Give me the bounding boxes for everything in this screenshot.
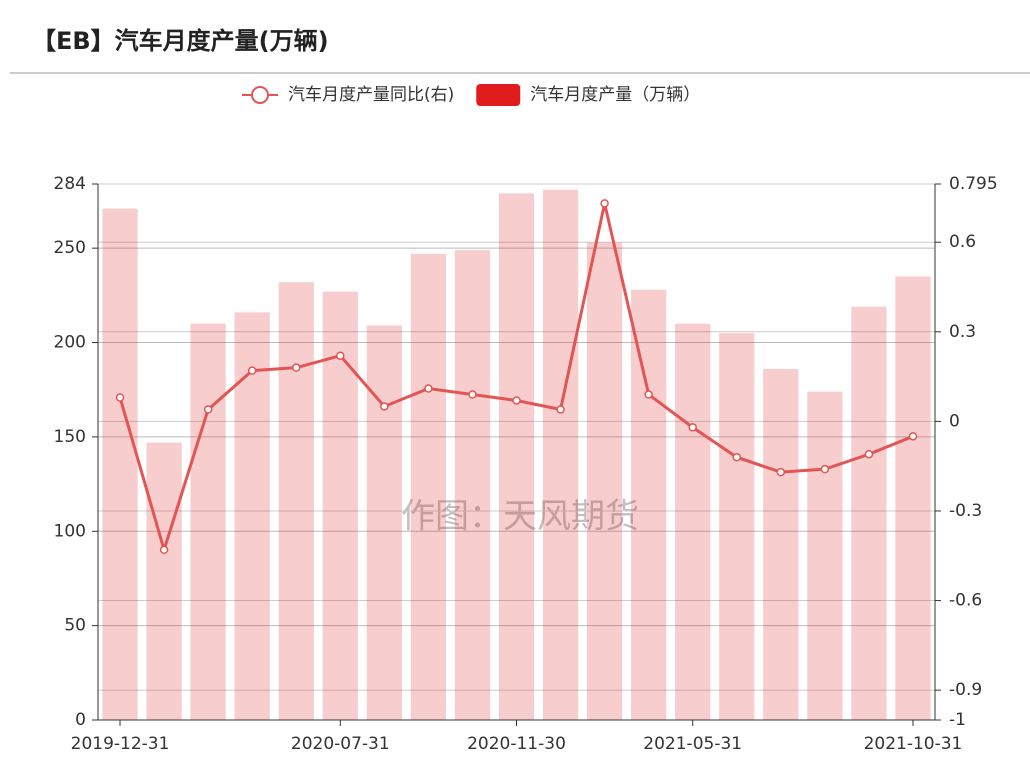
bar	[410, 253, 447, 720]
point	[247, 366, 257, 375]
bar	[763, 368, 799, 720]
y-tick-label: 100	[54, 521, 86, 541]
bar	[454, 250, 491, 720]
bar	[586, 242, 623, 720]
y2-tick-label: 0.795	[949, 174, 998, 194]
point	[468, 390, 477, 399]
point	[203, 405, 213, 414]
y2-tick-label: -0.6	[949, 591, 982, 611]
bar	[542, 189, 579, 720]
x-tick-label: 2020-11-30	[467, 734, 566, 754]
bar	[322, 291, 358, 720]
y2-tick-label: -1	[949, 710, 966, 730]
point	[424, 384, 433, 393]
point	[688, 423, 697, 432]
point	[820, 464, 830, 474]
bar	[895, 276, 931, 720]
y-tick-label: 50	[64, 616, 86, 636]
bar	[807, 391, 843, 720]
bar	[102, 208, 138, 720]
y-tick-label: 200	[54, 333, 86, 353]
bar	[675, 323, 711, 720]
point	[115, 393, 125, 402]
legend-marker	[251, 86, 269, 104]
bar	[719, 333, 755, 720]
point	[291, 363, 301, 372]
point	[644, 390, 653, 399]
y-tick-label: 0	[75, 710, 86, 730]
point	[336, 351, 345, 360]
point	[776, 467, 786, 477]
y2-tick-label: -0.9	[949, 680, 982, 700]
bar	[278, 282, 314, 720]
x-tick-label: 2020-07-31	[291, 734, 390, 754]
legend-label: 汽车月度产量（万辆）	[530, 85, 700, 105]
bar	[146, 442, 182, 720]
legend-label: 汽车月度产量同比(右)	[288, 85, 454, 105]
point	[556, 405, 565, 414]
y2-tick-label: 0	[949, 411, 960, 431]
y-tick-label: 150	[54, 427, 86, 447]
bar	[631, 289, 667, 720]
watermark: 作图：天风期货	[401, 497, 639, 537]
x-tick-label: 2021-10-31	[864, 734, 963, 754]
bar	[851, 306, 887, 720]
point	[732, 452, 742, 462]
y-tick-label: 284	[54, 174, 86, 194]
y2-tick-label: 0.3	[949, 322, 976, 342]
point	[380, 402, 389, 411]
bar	[366, 325, 402, 720]
point	[908, 432, 918, 441]
chart-title: 【EB】汽车月度产量(万辆)	[32, 27, 329, 55]
bar	[190, 323, 226, 720]
y2-tick-label: -0.3	[949, 501, 982, 521]
point	[864, 449, 874, 459]
point	[512, 396, 521, 405]
x-tick-label: 2019-12-31	[71, 734, 170, 754]
bar	[498, 193, 535, 720]
x-tick-label: 2021-05-31	[643, 734, 742, 754]
point	[600, 199, 609, 208]
y-tick-label: 250	[54, 238, 86, 258]
point	[159, 545, 169, 555]
y2-tick-label: 0.6	[949, 232, 976, 252]
legend-marker	[476, 84, 521, 106]
